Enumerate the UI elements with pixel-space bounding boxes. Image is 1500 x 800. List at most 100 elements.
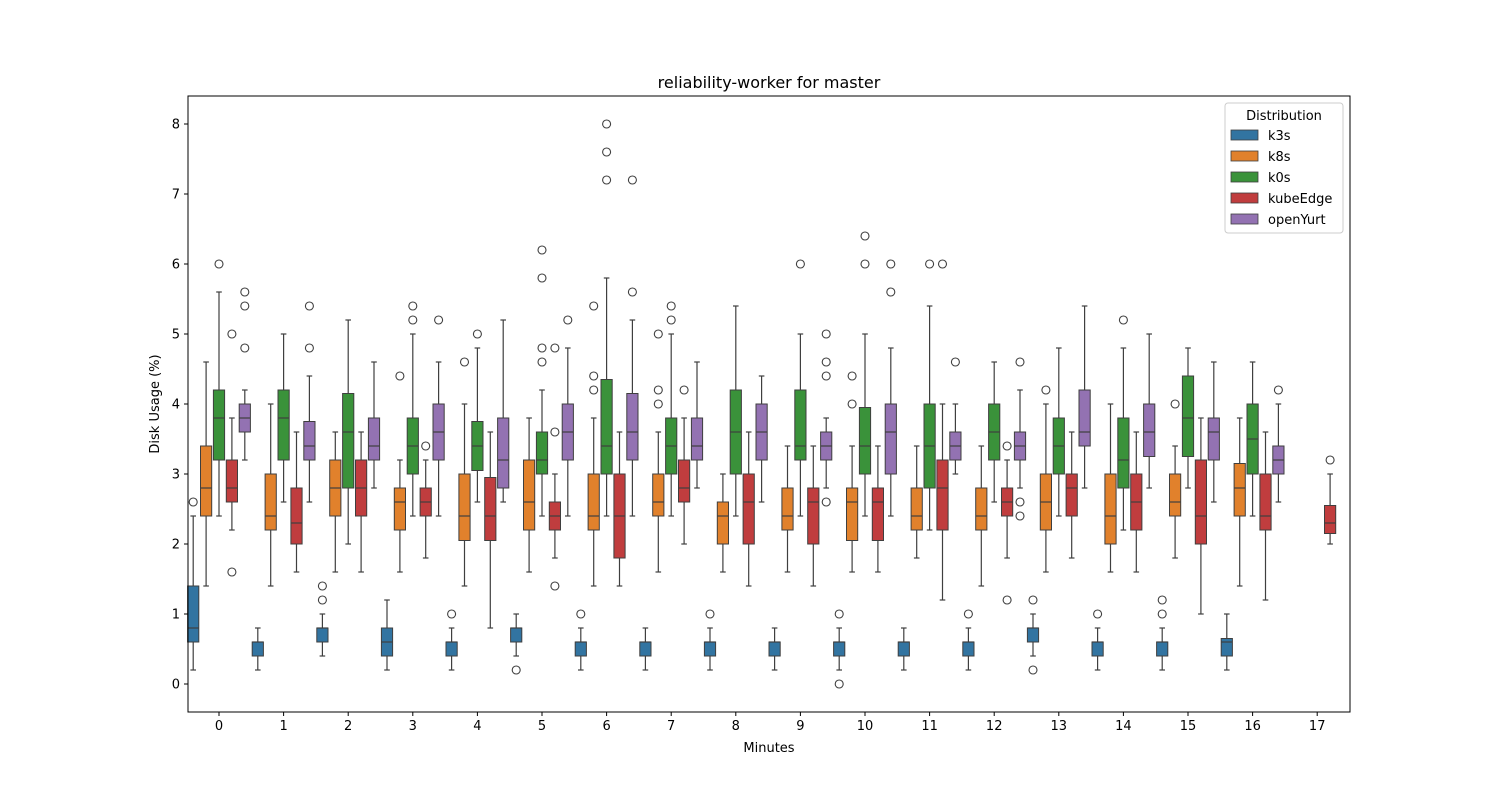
box-iqr <box>846 487 859 541</box>
outlier-point <box>1157 595 1167 605</box>
box-iqr <box>794 389 807 461</box>
box-iqr <box>523 459 536 531</box>
x-tick-label: 17 <box>1309 719 1326 734</box>
box-iqr <box>264 473 277 531</box>
box-iqr <box>975 487 988 531</box>
y-tick-label: 7 <box>172 188 180 203</box>
outlier-point <box>550 343 560 353</box>
x-tick-label: 1 <box>279 719 287 734</box>
box-k8s-6 <box>587 301 600 587</box>
box-iqr <box>703 641 717 657</box>
outlier-point <box>472 329 482 339</box>
outlier-point <box>886 259 896 269</box>
box-iqr <box>574 641 587 657</box>
box-iqr <box>781 487 794 531</box>
outlier-point <box>589 301 599 311</box>
outlier-point <box>304 343 314 353</box>
outlier-point <box>1157 609 1167 619</box>
x-tick-label: 3 <box>409 719 417 734</box>
outlier-point <box>550 581 560 591</box>
box-kubeEdge-1 <box>290 431 303 573</box>
box-kubeEdge-0 <box>225 329 239 577</box>
box-iqr <box>303 421 316 461</box>
chart-title: reliability-worker for master <box>658 73 881 92</box>
box-iqr <box>1078 389 1091 447</box>
y-tick-label: 4 <box>172 398 180 413</box>
y-tick-label: 5 <box>172 328 180 343</box>
outlier-point <box>537 245 547 255</box>
x-tick-label: 9 <box>796 719 804 734</box>
box-iqr <box>1259 473 1272 531</box>
outlier-point <box>304 301 314 311</box>
outlier-point <box>1015 357 1025 367</box>
box-iqr <box>652 473 665 517</box>
box-openYurt-11 <box>949 357 962 475</box>
y-tick-label: 8 <box>172 118 180 133</box>
box-openYurt-15 <box>1207 361 1220 503</box>
box-k0s-11 <box>923 259 936 531</box>
box-k8s-8 <box>716 473 729 573</box>
box-iqr <box>1207 417 1220 461</box>
box-k3s-15 <box>1156 595 1169 671</box>
box-iqr <box>1194 459 1208 545</box>
outlier-point <box>627 175 637 185</box>
outlier-point <box>602 119 612 129</box>
outlier-point <box>589 371 599 381</box>
box-iqr <box>600 379 613 475</box>
outlier-point <box>537 273 547 283</box>
box-k0s-3 <box>406 301 419 517</box>
outlier-point <box>666 315 676 325</box>
box-k8s-16 <box>1233 417 1246 587</box>
box-k8s-9 <box>781 445 794 573</box>
outlier-point <box>847 371 857 381</box>
box-k8s-2 <box>329 431 342 573</box>
outlier-point <box>459 357 470 367</box>
box-iqr <box>251 641 264 657</box>
outlier-point <box>1325 455 1335 465</box>
outlier-point <box>589 385 599 395</box>
box-openYurt-8 <box>755 375 768 503</box>
x-tick-label: 7 <box>667 719 675 734</box>
series-k0s <box>212 119 1259 545</box>
y-tick-label: 6 <box>172 258 180 273</box>
outlier-point <box>576 609 586 619</box>
outlier-point <box>550 427 560 437</box>
box-iqr <box>1104 473 1117 545</box>
outlier-point <box>653 399 663 409</box>
box-kubeEdge-8 <box>742 431 755 587</box>
box-iqr <box>678 459 691 503</box>
box-k0s-16 <box>1246 361 1259 517</box>
legend-title: Distribution <box>1246 109 1322 124</box>
series-k3s <box>187 497 1233 689</box>
box-iqr <box>1156 641 1169 657</box>
box-k8s-0 <box>200 361 213 587</box>
legend-item-kubeEdge: kubeEdge <box>1230 192 1332 207</box>
boxes-layer <box>187 119 1337 689</box>
outlier-point <box>1170 399 1180 409</box>
outlier-point <box>950 357 960 367</box>
box-openYurt-16 <box>1272 385 1285 503</box>
outlier-point <box>860 259 870 269</box>
series-kubeEdge <box>225 259 1337 629</box>
outlier-point <box>937 259 948 269</box>
legend-items: k3s k8s k0s kubeEdge openYurt <box>1230 129 1332 228</box>
box-iqr <box>871 487 884 541</box>
box-k3s-10 <box>833 609 846 689</box>
legend-item-k0s: k0s <box>1230 171 1291 186</box>
plot-area <box>188 96 1350 712</box>
x-tick-label: 15 <box>1180 719 1197 734</box>
y-axis: 0 1 2 3 4 5 6 7 8 <box>172 118 188 693</box>
box-k8s-14 <box>1104 403 1117 573</box>
outlier-point <box>1093 609 1103 619</box>
outlier-point <box>240 287 250 297</box>
box-kubeEdge-17 <box>1324 455 1337 545</box>
box-iqr <box>1143 403 1156 457</box>
outlier-point <box>602 147 612 157</box>
outlier-point <box>705 609 715 619</box>
legend-item-openYurt: openYurt <box>1230 213 1326 228</box>
box-kubeEdge-2 <box>355 431 368 573</box>
box-openYurt-13 <box>1078 305 1091 489</box>
box-iqr <box>716 501 729 545</box>
legend-label: k0s <box>1268 171 1291 186</box>
box-k3s-4 <box>445 609 458 671</box>
